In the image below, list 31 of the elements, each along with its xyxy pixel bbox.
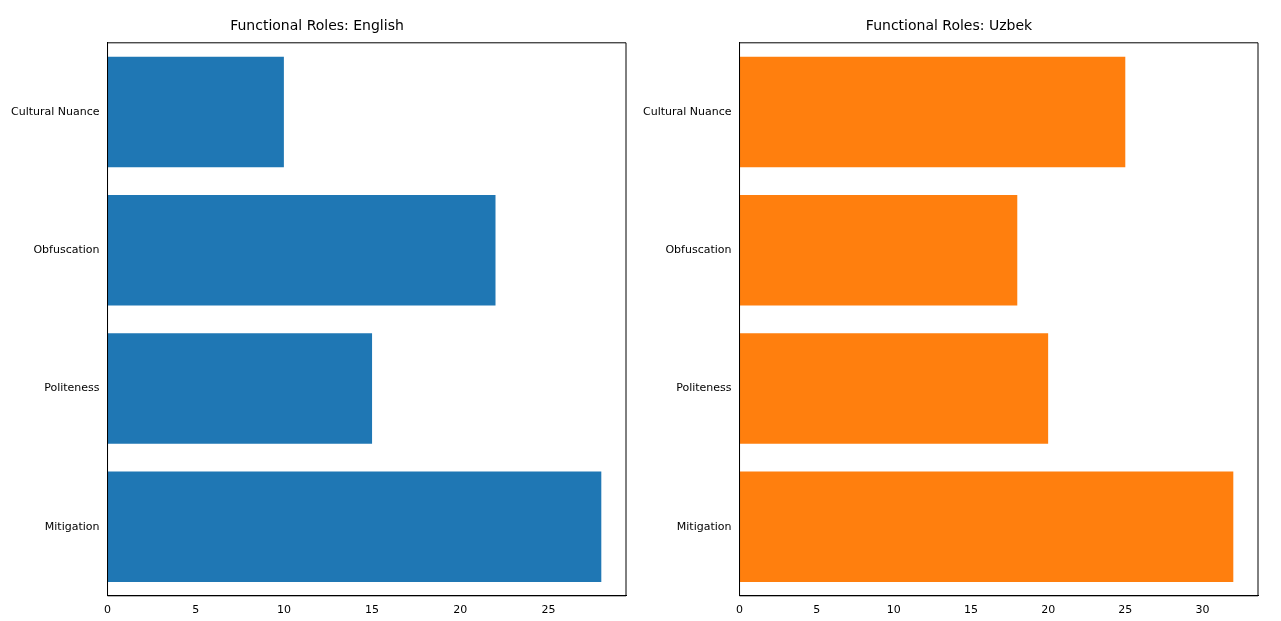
x-tick-label: 20 — [453, 603, 468, 617]
x-tick-label: 30 — [1195, 603, 1210, 617]
bar — [739, 333, 1049, 444]
bar — [107, 471, 602, 582]
x-tick-label: 10 — [276, 603, 291, 617]
y-tick-label: Obfuscation — [665, 243, 732, 257]
x-tick-label: 25 — [541, 603, 556, 617]
y-tick-label: Cultural Nuance — [10, 104, 100, 118]
y-tick-label: Obfuscation — [33, 243, 100, 257]
y-tick-label: Cultural Nuance — [642, 104, 732, 118]
chart-title: Functional Roles: Uzbek — [865, 17, 1034, 34]
y-tick-label: Mitigation — [676, 519, 732, 533]
bar — [739, 471, 1234, 582]
bar — [107, 333, 373, 444]
x-tick-label: 15 — [365, 603, 380, 617]
x-tick-label: 0 — [736, 603, 744, 617]
bar — [739, 56, 1126, 168]
y-tick-label: Politeness — [44, 381, 100, 395]
x-tick-label: 0 — [104, 603, 112, 617]
x-tick-label: 5 — [192, 603, 200, 617]
y-tick-label: Mitigation — [44, 519, 100, 533]
y-tick-label: Politeness — [676, 381, 732, 395]
bar — [107, 56, 284, 168]
x-tick-label: 10 — [886, 603, 901, 617]
x-tick-label: 20 — [1041, 603, 1056, 617]
chart-title: Functional Roles: English — [230, 17, 404, 34]
x-tick-label: 5 — [813, 603, 821, 617]
bar — [107, 194, 496, 306]
bar — [739, 194, 1018, 306]
x-tick-label: 25 — [1118, 603, 1133, 617]
x-tick-label: 15 — [963, 603, 978, 617]
